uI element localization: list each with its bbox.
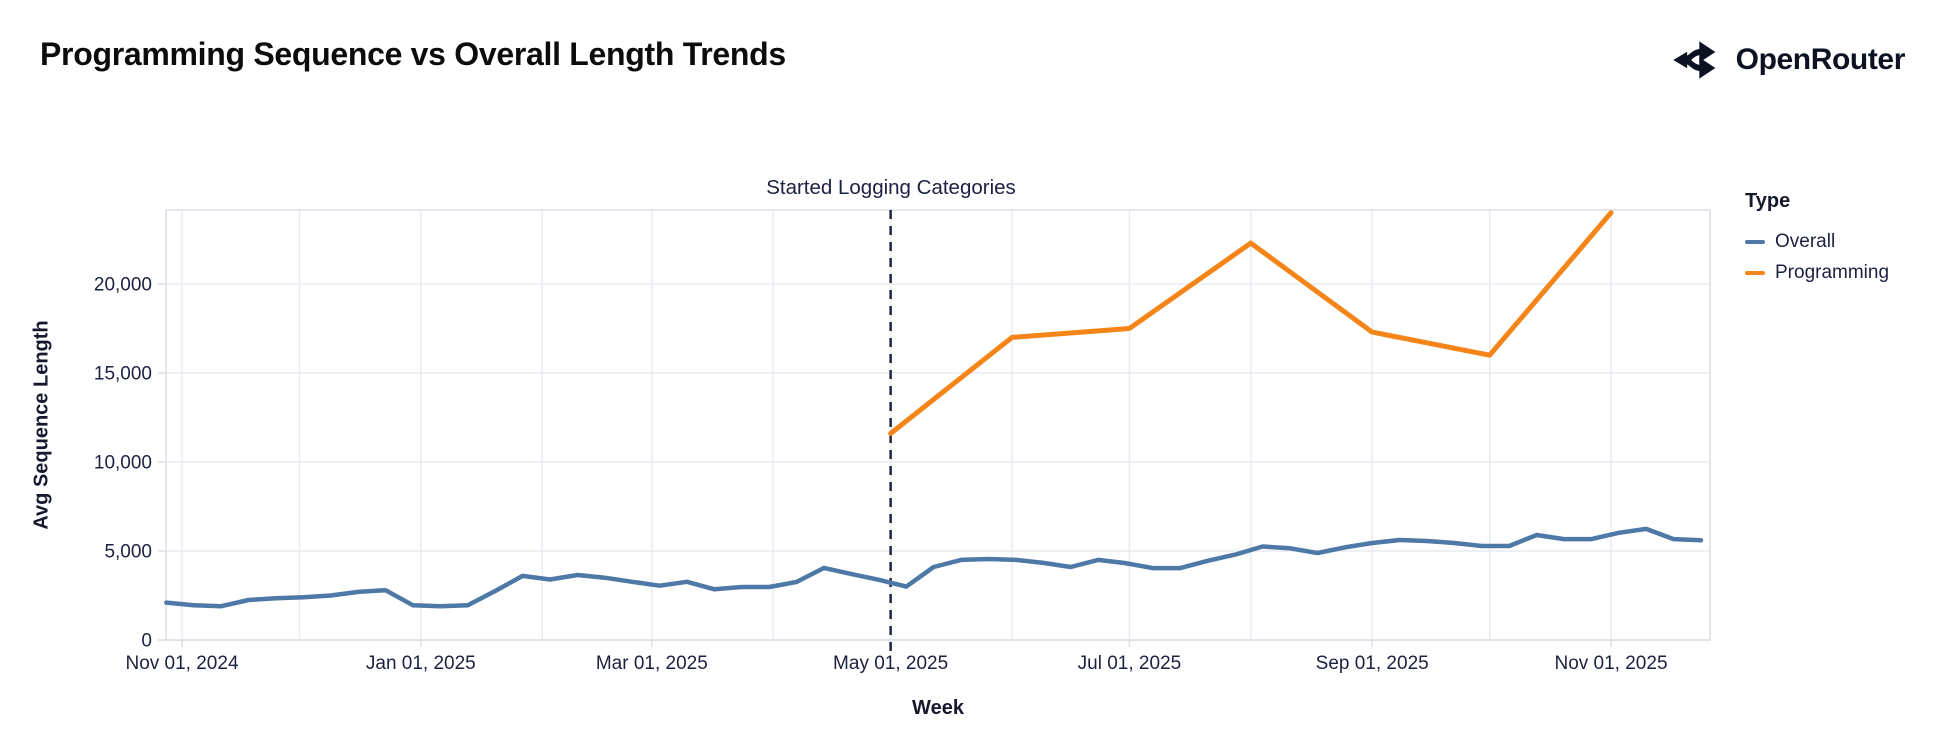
- y-tick-label: 15,000: [94, 364, 152, 385]
- brand-name: OpenRouter: [1735, 43, 1906, 76]
- x-tick-label: Nov 01, 2025: [1554, 653, 1667, 674]
- programming-swatch-icon: [1745, 271, 1765, 275]
- legend-item-label: Programming: [1775, 262, 1890, 283]
- brand: OpenRouter: [1672, 34, 1905, 86]
- x-tick-label: Mar 01, 2025: [596, 653, 708, 674]
- y-tick-label: 10,000: [94, 453, 152, 474]
- x-tick-label: Jul 01, 2025: [1078, 653, 1182, 674]
- x-tick-label: Jan 01, 2025: [366, 653, 476, 674]
- series-line-overall: [164, 526, 1704, 609]
- annotation-label: Started Logging Categories: [766, 176, 1016, 199]
- openrouter-logo-icon: [1672, 41, 1715, 79]
- legend: Type Overall Programming: [1745, 190, 1889, 293]
- legend-item-label: Overall: [1775, 231, 1836, 252]
- legend-item-programming: Programming: [1745, 262, 1889, 284]
- y-tick-label: 20,000: [94, 275, 152, 296]
- legend-title: Type: [1745, 190, 1791, 212]
- page-title: Programming Sequence vs Overall Length T…: [40, 36, 786, 72]
- y-tick-label: 0: [141, 631, 152, 652]
- legend-item-overall: Overall: [1745, 231, 1889, 253]
- x-tick-label: May 01, 2025: [833, 653, 948, 674]
- x-tick-label: Nov 01, 2024: [125, 653, 238, 674]
- plot-frame: [165, 209, 1711, 641]
- x-tick-label: Sep 01, 2025: [1316, 653, 1429, 674]
- y-axis-title: Avg Sequence Length: [30, 320, 53, 530]
- x-axis-title: Week: [912, 697, 964, 719]
- series-line-programming: [888, 210, 1614, 436]
- y-tick-label: 5,000: [104, 542, 152, 563]
- overall-swatch-icon: [1745, 240, 1765, 244]
